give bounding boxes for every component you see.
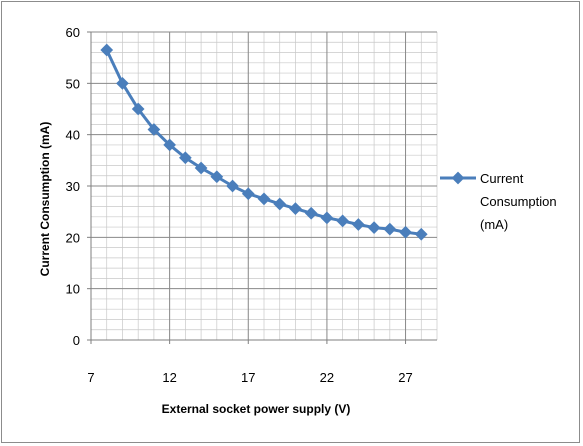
y-tick-label: 60 (66, 25, 80, 40)
legend-label-line-1: Current (480, 171, 524, 186)
data-point-marker (336, 214, 350, 228)
y-tick-label: 40 (66, 128, 80, 143)
data-point-marker (304, 206, 318, 220)
data-point-marker (399, 225, 412, 239)
legend-label-line-2: Consumption (480, 194, 557, 209)
legend-label-line-3: (mA) (480, 217, 508, 232)
data-point-marker (241, 187, 255, 201)
data-point-marker (147, 123, 161, 136)
x-tick-label: 7 (87, 370, 94, 385)
y-tick-label: 20 (66, 230, 80, 245)
x-tick-labels: 7 12 17 22 27 (87, 340, 413, 385)
x-tick-label: 27 (398, 370, 412, 385)
data-point-marker (163, 138, 177, 152)
data-point-marker (367, 221, 381, 234)
data-point-marker (257, 192, 271, 206)
y-tick-labels: 0 10 20 30 40 50 60 (66, 25, 91, 348)
data-point-marker (100, 43, 114, 57)
data-point-marker (289, 202, 302, 215)
major-gridlines (91, 31, 437, 340)
data-point-marker (273, 197, 287, 211)
data-point-marker (320, 211, 334, 225)
y-tick-label: 10 (66, 282, 80, 297)
y-tick-label: 30 (66, 179, 80, 194)
y-tick-label: 0 (73, 333, 80, 348)
data-point-marker (226, 179, 239, 193)
legend-diamond-marker (451, 171, 465, 185)
data-point-marker (210, 170, 224, 184)
y-tick-label: 50 (66, 76, 80, 91)
data-point-marker (178, 151, 192, 165)
x-axis-title: External socket power supply (V) (162, 402, 351, 416)
legend: Current Consumption (mA) (440, 171, 557, 232)
x-tick-label: 12 (162, 370, 176, 385)
x-tick-label: 17 (241, 370, 255, 385)
data-point-marker (131, 102, 145, 116)
data-point-marker (414, 227, 428, 241)
data-point-marker (351, 218, 365, 231)
x-tick-label: 22 (320, 370, 334, 385)
data-point-marker (383, 222, 397, 236)
y-axis-title: Current Consumption (mA) (38, 122, 52, 277)
data-point-marker (194, 161, 208, 175)
